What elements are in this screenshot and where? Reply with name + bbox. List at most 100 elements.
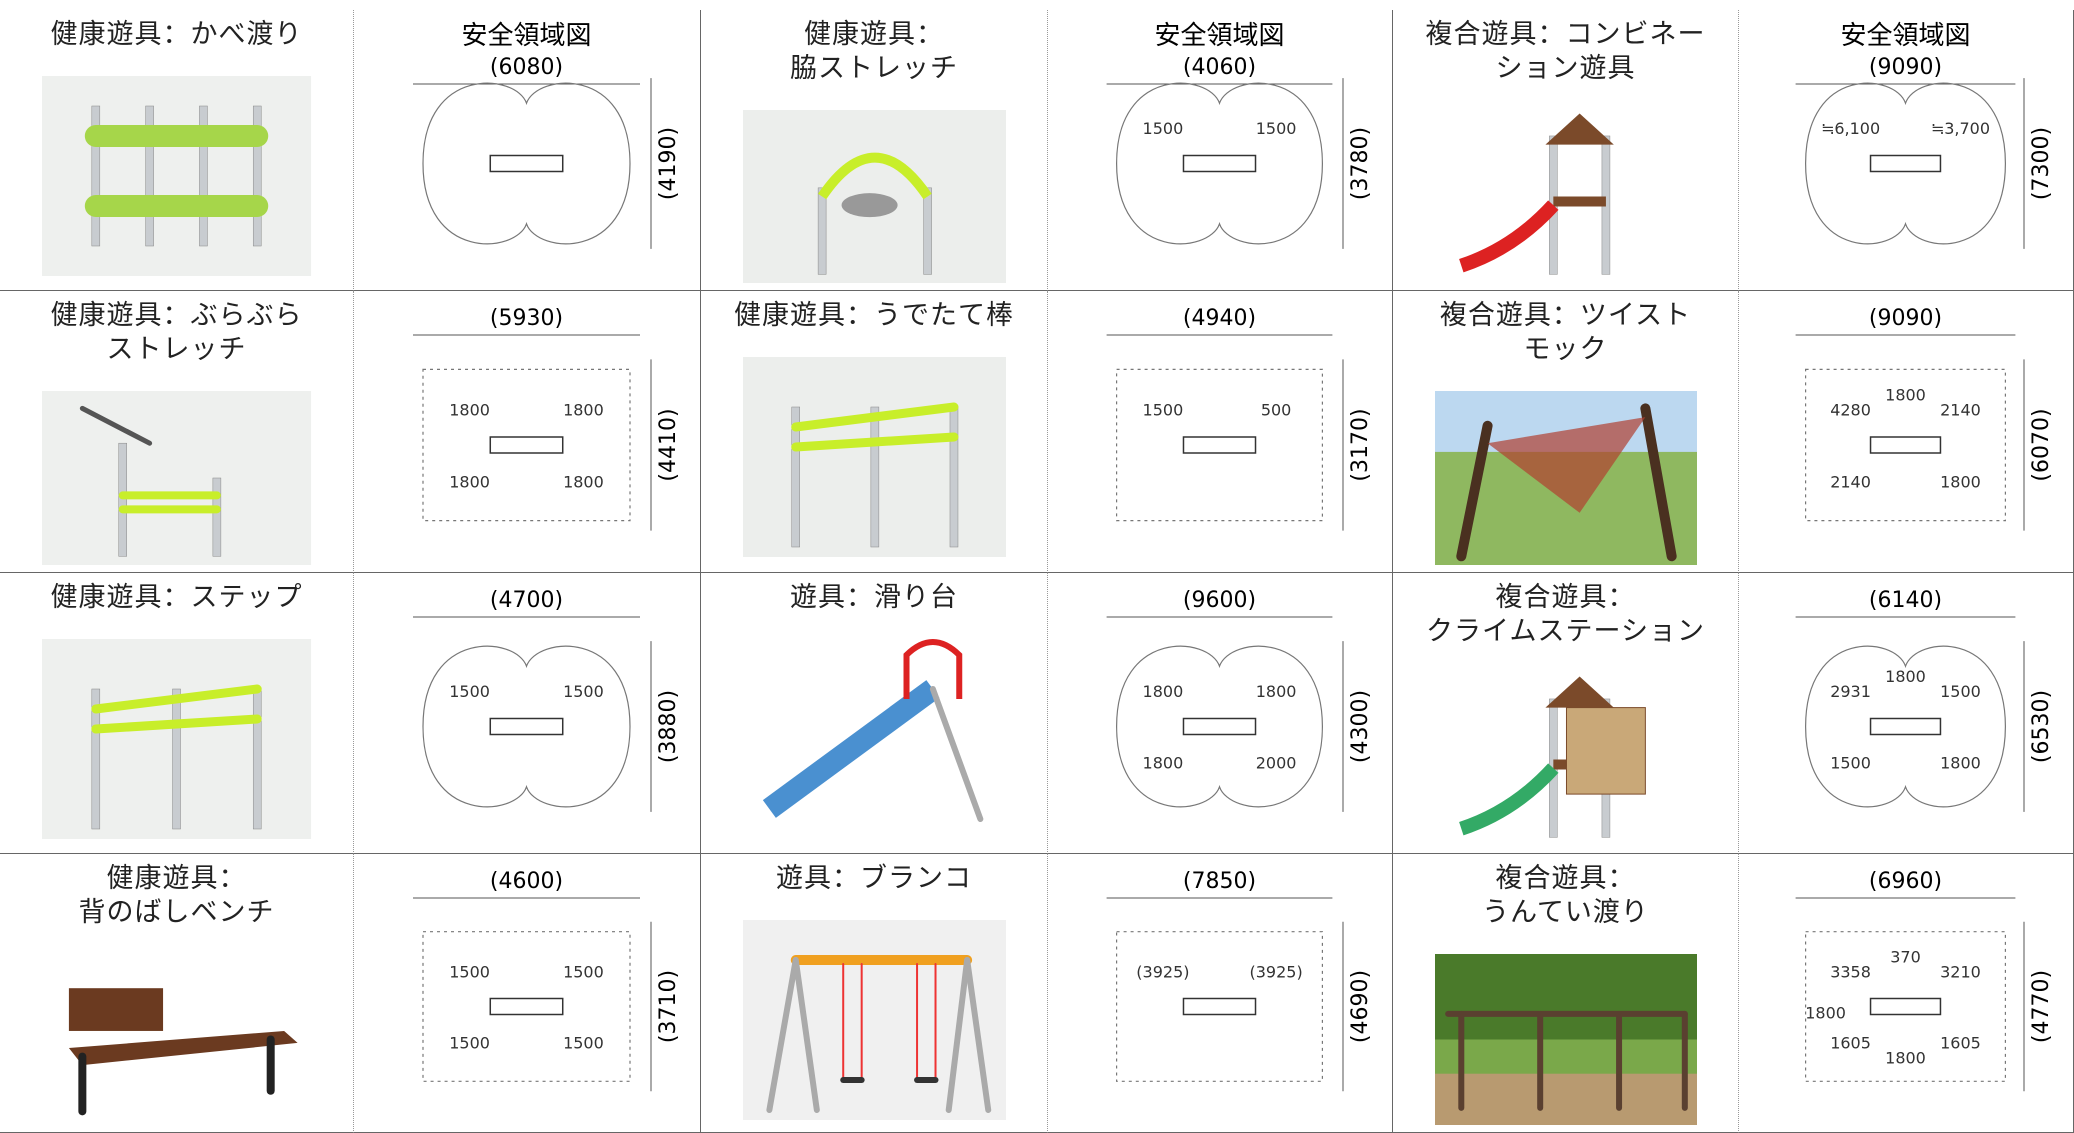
dim-label: 1800 [1885, 385, 1926, 404]
safety-diagram: 安全領域図 (4060) (3780) 1500 1500 [1106, 21, 1373, 249]
dim-label: 1800 [563, 472, 604, 491]
bar [963, 957, 991, 1113]
diagram-cell: 安全領域図 (9090) (7300) ≒6,100 ≒3,700 [1739, 10, 2074, 291]
equipment-photo [742, 357, 1007, 557]
diagram-title: 安全領域図 [461, 21, 591, 51]
dim-label: 1500 [1143, 400, 1184, 419]
bar [80, 405, 153, 446]
dim-label: 1800 [1885, 667, 1926, 686]
equipment-cell: 健康遊具：ぶらぶら ストレッチ [0, 291, 354, 573]
name-line: モック [1523, 334, 1608, 365]
width-label: (4940) [1183, 306, 1256, 331]
equipment-plan [1182, 997, 1257, 1016]
equipment-photo [1434, 391, 1698, 565]
equipment-plan [489, 436, 564, 454]
diagram-cell: 安全領域図 (6080) (4190) [354, 10, 701, 291]
dim-label: 1800 [1805, 1003, 1846, 1022]
name-line: クライムステーション [1426, 616, 1705, 647]
dim-label: 1500 [563, 682, 604, 701]
equipment-cell: 複合遊具： うんてい渡り [1393, 854, 1739, 1133]
equipment-cell: 遊具：ブランコ [701, 854, 1048, 1133]
dim-label: 1500 [449, 962, 490, 981]
slide [762, 680, 940, 818]
width-label: (9600) [1183, 588, 1256, 613]
safety-area [1116, 368, 1323, 522]
safety-area [1116, 931, 1323, 1082]
equipment-plan [1869, 154, 1942, 173]
trees [1434, 954, 1698, 1040]
width-label: (5930) [490, 306, 563, 331]
dim-label: 2140 [1940, 400, 1981, 419]
equipment-cell: 健康遊具：かべ渡り [0, 10, 354, 291]
equipment-plan [1869, 997, 1942, 1016]
dim-label: (3925) [1249, 962, 1302, 981]
diagram-cell: (6960) (4770) 3358 3210 1605 1605 370 1800 1800 [1739, 854, 2074, 1133]
dim-label: ≒6,100 [1821, 119, 1880, 138]
pole [253, 688, 262, 830]
dim-label: 1800 [449, 400, 490, 419]
dim-label: 2000 [1256, 754, 1297, 773]
net [1487, 417, 1645, 513]
diagram-cell: (9090) (6070) 4280 2140 2140 1800 1800 [1739, 291, 2074, 573]
name-line: 複合遊具： [1495, 582, 1636, 613]
dim-label: 2140 [1830, 472, 1871, 491]
equipment-photo [42, 391, 312, 565]
equipment-name: 健康遊具：ぶらぶら ストレッチ [0, 299, 353, 367]
safety-diagram: (4700) (3880) 1500 1500 [413, 588, 681, 812]
pole [817, 187, 826, 275]
name-line: 健康遊具：うでたて棒 [734, 300, 1014, 331]
roof [1544, 676, 1614, 708]
back [69, 988, 164, 1031]
dim-label: 1800 [1940, 754, 1981, 773]
dim-label: 1800 [1143, 754, 1184, 773]
equipment-cell: 複合遊具：ツイスト モック [1393, 291, 1739, 573]
safety-diagram: (6140) (6530) 2931 1500 1500 1800 1800 [1795, 588, 2054, 812]
dim-label: 1800 [1940, 472, 1981, 491]
dim-label: 2931 [1830, 682, 1871, 701]
photo-bg [42, 391, 312, 565]
bar [929, 686, 983, 822]
safety-area [1804, 82, 2007, 245]
equipment-plan [489, 717, 564, 736]
pole [870, 406, 879, 548]
equipment-name: 遊具：滑り台 [701, 581, 1047, 615]
hood [903, 639, 962, 699]
equipment-name: 複合遊具： クライムステーション [1393, 581, 1738, 649]
safety-diagram: (6960) (4770) 3358 3210 1605 1605 370 1800 1800 [1795, 869, 2054, 1092]
dim-label: 370 [1890, 947, 1921, 966]
name-line: 健康遊具：ステップ [50, 582, 303, 613]
equipment-plan [1182, 154, 1257, 173]
equipment-name: 遊具：ブランコ [701, 862, 1047, 896]
slide [1458, 200, 1559, 273]
safety-area [422, 82, 631, 245]
dim-label: 1500 [1940, 682, 1981, 701]
diagram-title: 安全領域図 [1840, 21, 1970, 51]
roof [1544, 113, 1614, 145]
depth-label: (4300) [1348, 690, 1373, 763]
bar [1455, 420, 1493, 562]
dim-label: 1500 [449, 682, 490, 701]
dim-label: 1500 [449, 1033, 490, 1052]
photo-bg [42, 76, 312, 276]
equipment-photo [42, 954, 312, 1125]
dim-label: 1800 [449, 472, 490, 491]
arch [817, 152, 932, 200]
depth-label: (3780) [1348, 127, 1373, 200]
bar [792, 957, 820, 1113]
depth-label: (6070) [2029, 408, 2054, 481]
safety-diagram: (9090) (6070) 4280 2140 2140 1800 1800 [1795, 306, 2054, 531]
name-line: 複合遊具：コンビネー [1425, 19, 1706, 50]
equipment-name: 健康遊具：うでたて棒 [701, 299, 1047, 333]
depth-label: (3710) [656, 970, 681, 1043]
safety-diagram: 安全領域図 (9090) (7300) ≒6,100 ≒3,700 [1795, 21, 2054, 249]
equipment-plan [489, 997, 564, 1016]
width-label: (4700) [490, 588, 563, 613]
dim-label: 1800 [1256, 682, 1297, 701]
safety-area [1804, 645, 2007, 808]
dim-label: 1800 [1143, 682, 1184, 701]
bar [945, 957, 970, 1113]
name-line: 背のばしベンチ [78, 897, 275, 928]
pole [922, 187, 932, 275]
diagram-cell: (6140) (6530) 2931 1500 1500 1800 1800 [1739, 573, 2074, 854]
dim-label: 3210 [1940, 962, 1981, 981]
